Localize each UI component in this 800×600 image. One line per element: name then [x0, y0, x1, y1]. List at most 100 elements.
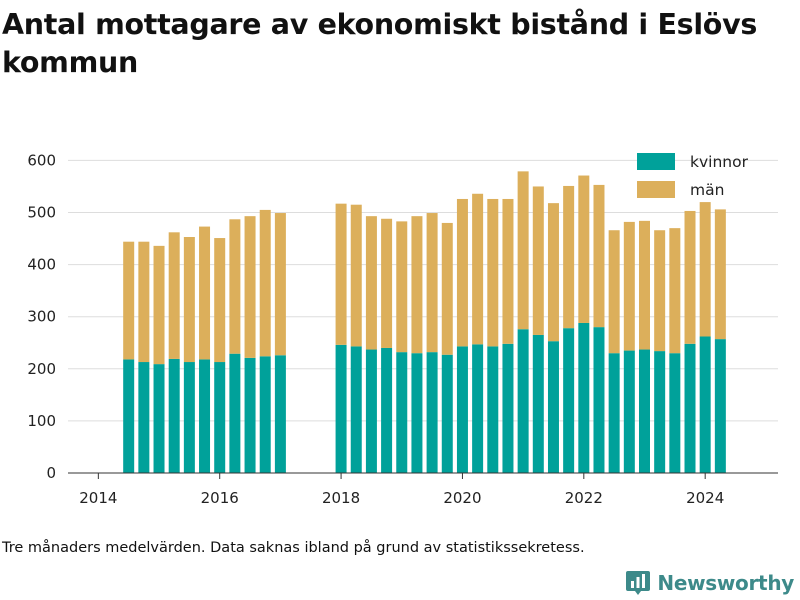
bar-man: [411, 216, 423, 354]
bar-kvinnor: [229, 353, 241, 473]
bar-man: [472, 193, 484, 345]
y-tick-label: 0: [46, 464, 56, 482]
bar-man: [578, 175, 590, 323]
x-tick-label: 2020: [443, 489, 481, 507]
bar-kvinnor: [608, 353, 620, 473]
bar-kvinnor: [487, 346, 499, 473]
bar-man: [714, 209, 726, 340]
bar-kvinnor: [699, 336, 711, 473]
bar-kvinnor: [244, 357, 256, 473]
bar-kvinnor: [502, 343, 514, 473]
y-tick-label: 200: [27, 360, 56, 378]
bar-kvinnor: [411, 353, 423, 473]
bar-man: [244, 216, 256, 358]
y-tick-label: 500: [27, 204, 56, 222]
x-axis: 2014 2016 2018 2020 2022 2024: [68, 472, 778, 507]
bar-man: [396, 221, 408, 353]
bar-kvinnor: [153, 364, 165, 473]
bar-kvinnor: [365, 349, 377, 473]
legend: kvinnor män: [637, 153, 749, 199]
bar-man: [517, 171, 529, 330]
bar-kvinnor: [259, 356, 271, 473]
bar-kvinnor: [350, 346, 362, 473]
bar-man: [502, 198, 514, 344]
bar-kvinnor: [214, 362, 226, 473]
bar-kvinnor: [381, 347, 393, 473]
legend-swatch: [637, 181, 675, 198]
stacked-bar-chart: 0 100 200 300 400 500 600 2014 2016 2018 2020 2022…: [27, 151, 778, 507]
bar-man: [623, 221, 635, 351]
bar-man: [183, 237, 195, 363]
bar-kvinnor: [578, 322, 590, 473]
bar-kvinnor: [517, 329, 529, 473]
bar-man: [214, 238, 226, 363]
legend-label: kvinnor: [690, 153, 749, 171]
bar-man: [441, 222, 453, 355]
bar-kvinnor: [199, 359, 211, 473]
bar-man: [153, 245, 165, 365]
bar-man: [593, 184, 605, 328]
bar-man: [365, 216, 377, 350]
bar-man: [199, 226, 211, 360]
x-tick-label: 2014: [79, 489, 117, 507]
bar-man: [563, 185, 575, 329]
bar-kvinnor: [654, 351, 666, 473]
chart-title: Antal mottagare av ekonomiskt bistånd i …: [2, 8, 758, 79]
bar-kvinnor: [472, 344, 484, 473]
y-tick-label: 100: [27, 412, 56, 430]
bar-kvinnor: [638, 349, 650, 473]
bar-man: [487, 198, 499, 347]
bar-kvinnor: [396, 352, 408, 473]
bar-man: [259, 209, 271, 357]
bar-kvinnor: [563, 328, 575, 473]
x-tick-label: 2018: [322, 489, 360, 507]
bar-man: [168, 232, 180, 359]
y-tick-label: 600: [27, 151, 56, 169]
bar-kvinnor: [593, 327, 605, 473]
bar-kvinnor: [138, 362, 150, 473]
bar-kvinnor: [183, 362, 195, 473]
y-axis-tick-labels: 0 100 200 300 400 500 600: [27, 151, 56, 482]
legend-swatch: [637, 153, 675, 170]
bar-kvinnor: [123, 359, 135, 473]
bar-kvinnor: [623, 350, 635, 473]
bar-man: [229, 219, 241, 354]
x-tick-label: 2016: [201, 489, 239, 507]
y-tick-label: 300: [27, 308, 56, 326]
bar-kvinnor: [426, 352, 438, 473]
bar-man: [669, 228, 681, 354]
bar-man: [381, 218, 393, 348]
bar-kvinnor: [532, 334, 544, 473]
brand-name: Newsworthy: [657, 571, 794, 595]
bar-man: [123, 241, 135, 360]
bar-kvinnor: [669, 353, 681, 473]
bar-man: [699, 202, 711, 337]
legend-label: män: [690, 181, 724, 199]
bar-man: [654, 230, 666, 352]
bar-man: [684, 210, 696, 344]
footnote: Tre månaders medelvärden. Data saknas ib…: [2, 540, 585, 556]
bars: [123, 171, 726, 473]
y-tick-label: 400: [27, 256, 56, 274]
bar-man: [138, 241, 150, 363]
bar-kvinnor: [684, 343, 696, 473]
bar-kvinnor: [441, 354, 453, 473]
bar-man: [532, 186, 544, 335]
x-tick-label: 2022: [565, 489, 603, 507]
bar-kvinnor: [714, 339, 726, 473]
bar-kvinnor: [274, 355, 286, 473]
bar-kvinnor: [168, 358, 180, 473]
bar-man: [608, 230, 620, 354]
bar-chart-logo-icon: [626, 571, 651, 595]
bar-kvinnor: [335, 344, 347, 473]
bar-man: [274, 213, 286, 356]
brand-logo: Newsworthy: [625, 568, 794, 598]
bar-kvinnor: [547, 341, 559, 473]
bar-man: [350, 204, 362, 347]
bar-man: [335, 203, 347, 345]
x-tick-label: 2024: [686, 489, 724, 507]
bar-man: [456, 198, 468, 347]
bar-kvinnor: [456, 346, 468, 473]
bar-man: [547, 203, 559, 342]
bar-man: [638, 220, 650, 350]
